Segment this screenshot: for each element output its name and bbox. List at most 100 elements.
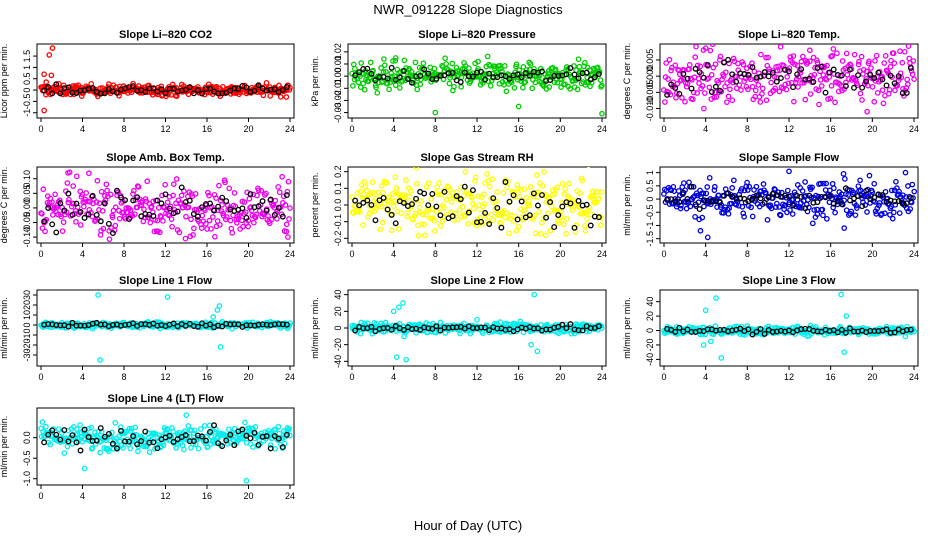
data-point [807,91,814,97]
data-point [667,91,674,98]
data-point [99,208,106,214]
hourly-point [101,90,108,97]
hourly-point [676,199,683,205]
data-point [701,203,707,210]
data-point [158,83,165,90]
hourly-point [680,189,687,196]
hourly-point [368,323,375,330]
hourly-point [478,218,485,225]
data-point [839,58,846,64]
hourly-point [790,84,797,91]
data-point [201,422,208,429]
data-point [527,60,534,67]
x-tick-label: 0 [661,249,666,259]
y-tick-label: 0.5 [645,180,655,193]
data-point [809,184,815,191]
hourly-point [547,199,554,206]
y-tick-label: 20 [645,311,655,321]
data-point [547,228,554,234]
hourly-point [118,427,124,434]
data-point [532,230,539,237]
data-point [390,58,396,64]
data-point [377,226,384,233]
data-point [562,185,568,192]
data-point [106,236,113,243]
data-point [202,207,208,214]
data-point [360,80,367,87]
data-point [40,186,47,193]
hourly-point [437,212,444,219]
data-point [211,440,218,446]
data-point [83,190,90,196]
data-point [120,445,126,451]
data-point [597,222,604,229]
data-point [814,211,821,217]
data-point [713,94,720,100]
hourly-point [417,72,424,79]
data-point [109,214,116,221]
hourly-point [502,73,509,80]
hourly-point [575,197,582,204]
hourly-point [486,327,493,334]
data-point [135,448,141,455]
data-point [832,209,838,216]
x-tick-label: 4 [80,249,85,259]
hourly-point [61,207,68,214]
hourly-point [223,437,230,444]
data-point [469,200,476,207]
hourly-point [859,84,866,91]
hourly-point [235,86,242,92]
data-point [265,213,271,219]
data-point [349,193,355,200]
hourly-point [518,74,525,81]
data-point [783,86,790,93]
data-point [782,81,789,88]
data-point [687,203,694,210]
outlier-point [95,292,101,298]
x-tick-label: 0 [38,124,43,134]
data-point [52,191,58,198]
data-point [66,196,72,203]
outlier-point [243,477,250,484]
outlier-point [403,356,410,363]
x-tick-label: 24 [909,249,919,259]
y-tick-label: -0.010 [645,96,655,122]
data-point [47,441,54,448]
data-point [817,77,824,83]
hourly-point [186,84,193,90]
data-point [357,84,364,91]
hourly-point [356,202,363,209]
hourly-point [376,197,383,204]
data-point [425,180,432,186]
data-point [677,205,684,212]
outlier-point [599,110,605,117]
x-tick-label: 24 [597,372,607,382]
data-point [820,180,827,187]
data-point [886,87,893,93]
data-point [811,207,818,213]
data-point [449,60,456,67]
hourly-point [737,325,744,332]
x-tick-label: 20 [243,372,253,382]
data-point [798,58,805,65]
data-point [386,86,392,93]
data-point [725,93,732,100]
data-point [690,96,696,103]
outlier-point [46,52,53,58]
hourly-point [130,320,137,327]
data-point [497,65,504,72]
data-point [763,54,769,61]
data-point [375,203,381,209]
data-point [105,448,112,455]
hourly-point [352,72,359,79]
data-point [890,50,897,57]
outlier-point [43,79,50,85]
hourly-point [903,200,910,207]
data-point [135,184,142,190]
data-point [388,199,395,206]
hourly-point [396,74,403,81]
x-tick-label: 24 [285,491,295,501]
data-point [683,83,690,90]
panels-group: Slope Li–820 CO2 Licor ppm per min. 0 4 8 12 1… [0,29,919,501]
data-point [665,196,671,202]
